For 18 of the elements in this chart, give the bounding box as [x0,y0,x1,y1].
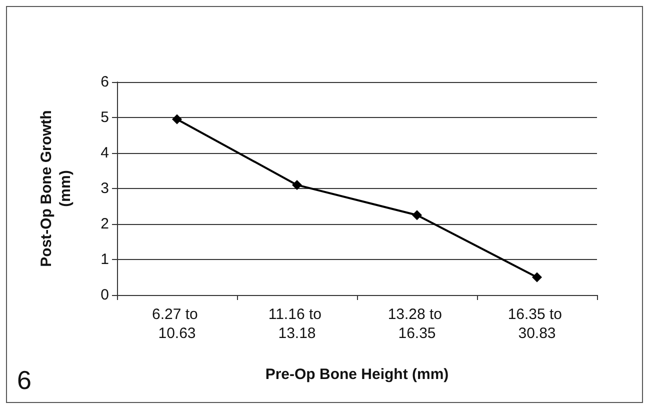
x-tick-label: 13.28 to 16.35 [388,306,446,342]
y-tick-label: 3 [100,180,109,197]
text: 6 [17,365,32,396]
x-tick-label: 16.35 to 30.83 [508,306,566,342]
point [412,210,422,220]
y-axis-title: Post-Op Bone Growth (mm) [38,110,74,267]
y-tick-label: 5 [100,109,109,126]
point [532,272,542,282]
y-tick-label: 2 [100,216,109,232]
y-tick-label: 6 [100,74,109,90]
x-axis-title: Pre-Op Bone Height (mm) [265,366,449,383]
y-tick-label: 1 [100,251,109,268]
x-tick-label: 6.27 to 10.63 [152,306,202,342]
point [172,114,182,124]
y-tick-label: 0 [100,286,109,304]
point [292,180,302,190]
x-tick-label: 11.16 to 13.18 [268,306,326,342]
y-tick-label: 4 [100,144,109,162]
